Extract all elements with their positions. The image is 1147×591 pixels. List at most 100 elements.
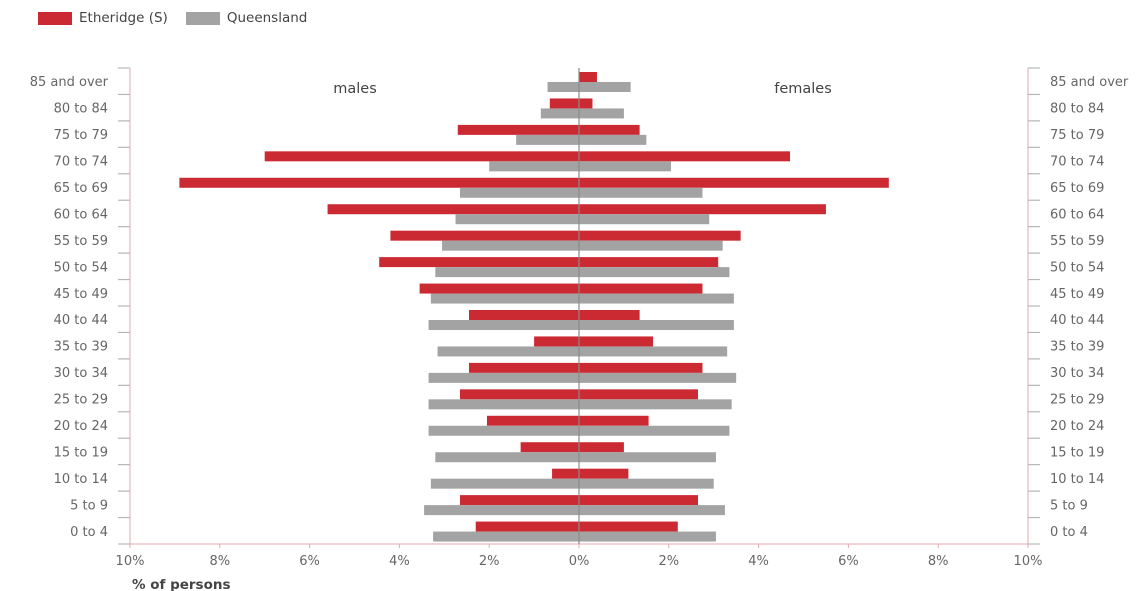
age-label-left: 50 to 54 [54, 260, 108, 275]
bar-local-female [579, 72, 597, 82]
bar-local-male [486, 415, 579, 426]
age-label-right: 25 to 29 [1050, 393, 1104, 408]
bar-state-male [435, 452, 579, 463]
bar-local-male [327, 204, 579, 215]
bar-state-female [579, 346, 728, 357]
legend-item-local: Etheridge (S) [38, 10, 168, 26]
chart-legend: Etheridge (S) Queensland [38, 10, 325, 26]
bar-state-male [428, 399, 579, 410]
bar-state-female [579, 531, 716, 542]
bar-state-female [579, 452, 716, 463]
bar-local-male [179, 177, 579, 188]
bar-state-male [489, 161, 579, 172]
x-tick-label: 10% [116, 554, 145, 569]
bar-local-male [475, 521, 579, 532]
bar-state-male [442, 240, 579, 251]
age-label-right: 10 to 14 [1050, 472, 1104, 487]
age-label-right: 50 to 54 [1050, 260, 1104, 275]
bar-local-female [579, 257, 719, 268]
bar-state-female [579, 187, 703, 198]
bar-state-female [579, 372, 737, 383]
bar-state-male [428, 425, 579, 436]
bar-local-male [549, 98, 579, 109]
age-label-left: 10 to 14 [54, 472, 108, 487]
bar-state-male [540, 108, 579, 119]
age-label-left: 45 to 49 [54, 287, 108, 302]
bar-state-male [433, 531, 579, 542]
bar-state-female [579, 240, 723, 251]
x-tick-label: 2% [479, 554, 500, 569]
age-label-right: 80 to 84 [1050, 102, 1104, 117]
bar-local-female [579, 336, 654, 347]
bar-state-female [579, 505, 725, 516]
age-label-left: 5 to 9 [70, 498, 108, 513]
bar-local-male [460, 495, 579, 506]
age-label-right: 40 to 44 [1050, 313, 1104, 328]
bar-local-female [579, 204, 826, 215]
bar-state-male [516, 134, 579, 145]
bar-state-male [424, 505, 579, 516]
bar-local-female [579, 495, 698, 506]
age-label-right: 35 to 39 [1050, 340, 1104, 355]
bar-state-female [579, 108, 624, 119]
bar-local-male [520, 442, 579, 453]
bar-state-male [430, 478, 579, 489]
bar-state-female [579, 82, 631, 92]
age-label-left: 30 to 34 [54, 366, 108, 381]
x-tick-label: 0% [569, 554, 590, 569]
bar-state-female [579, 293, 734, 304]
bar-local-male [468, 362, 579, 373]
bar-state-female [579, 320, 734, 330]
age-label-left: 70 to 74 [54, 155, 108, 170]
bar-local-female [579, 310, 640, 320]
x-tick-label: 8% [928, 554, 949, 569]
age-label-left: 20 to 24 [54, 419, 108, 434]
bar-local-male [457, 124, 579, 135]
bar-state-female [579, 267, 730, 278]
age-label-right: 70 to 74 [1050, 155, 1104, 170]
bar-local-female [579, 98, 593, 109]
legend-label-local: Etheridge (S) [79, 10, 168, 26]
age-label-right: 20 to 24 [1050, 419, 1104, 434]
age-label-left: 40 to 44 [54, 313, 108, 328]
bar-state-male [428, 372, 579, 383]
age-label-left: 75 to 79 [54, 128, 108, 143]
bar-state-male [547, 82, 579, 92]
bar-local-female [579, 389, 698, 400]
age-label-left: 35 to 39 [54, 340, 108, 355]
age-label-left: 85 and over [30, 75, 109, 90]
age-label-right: 45 to 49 [1050, 287, 1104, 302]
bar-local-female [579, 468, 629, 479]
bars-layer [179, 68, 889, 544]
age-label-right: 65 to 69 [1050, 181, 1104, 196]
x-tick-label: 4% [748, 554, 769, 569]
x-axis-title: % of persons [132, 577, 231, 591]
legend-item-state: Queensland [185, 10, 307, 26]
age-label-right: 15 to 19 [1050, 445, 1104, 460]
bar-local-male [390, 230, 579, 241]
bar-state-male [437, 346, 579, 357]
bar-state-female [579, 134, 647, 145]
age-label-right: 55 to 59 [1050, 234, 1104, 249]
females-label: females [774, 81, 832, 97]
legend-swatch-local [38, 11, 72, 25]
bar-local-female [579, 230, 741, 241]
age-label-left: 60 to 64 [54, 207, 108, 222]
bar-state-female [579, 399, 732, 410]
legend-swatch-state [185, 11, 220, 25]
age-label-left: 25 to 29 [54, 393, 108, 408]
bar-local-female [579, 177, 889, 188]
age-label-left: 15 to 19 [54, 445, 108, 460]
age-label-left: 0 to 4 [70, 525, 108, 540]
bar-local-female [579, 283, 703, 294]
x-tick-label: 6% [299, 554, 320, 569]
bar-local-female [579, 151, 791, 162]
males-label: males [333, 81, 377, 97]
age-label-right: 75 to 79 [1050, 128, 1104, 143]
bar-state-male [435, 267, 579, 278]
age-label-left: 65 to 69 [54, 181, 108, 196]
age-label-right: 0 to 4 [1050, 525, 1088, 540]
bar-local-female [579, 415, 649, 426]
bar-state-female [579, 478, 714, 489]
bar-state-male [428, 320, 579, 330]
